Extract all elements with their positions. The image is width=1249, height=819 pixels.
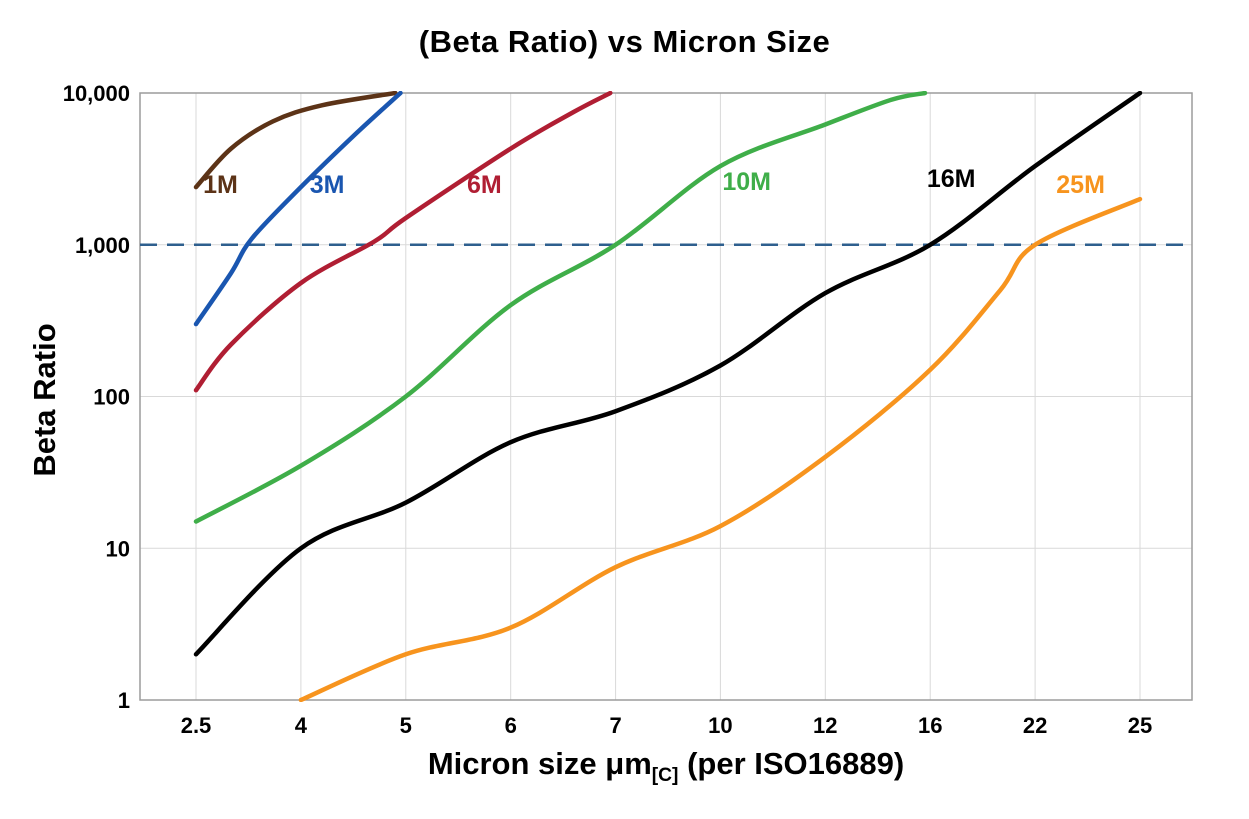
plot-border xyxy=(139,92,1193,701)
chart-title: (Beta Ratio) vs Micron Size xyxy=(418,24,831,59)
x-axis-title-subscript: [C] xyxy=(651,765,679,787)
series-label-6M: 6M xyxy=(467,171,502,199)
series-line-3M xyxy=(193,91,403,327)
x-axis-title: Micron size μm[C] (per ISO16889) xyxy=(83,746,1249,787)
series-label-25M: 25M xyxy=(1056,171,1105,199)
y-tick-label-10: 10 xyxy=(106,536,130,561)
x-axis-title-suffix: (per ISO16889) xyxy=(678,746,905,781)
x-tick-label-22: 22 xyxy=(1023,713,1047,738)
x-tick-label-2.5: 2.5 xyxy=(181,713,212,738)
y-tick-label-1000: 1,000 xyxy=(75,233,130,258)
series-label-10M: 10M xyxy=(722,168,771,196)
x-tick-label-25: 25 xyxy=(1128,713,1152,738)
series-label-16M: 16M xyxy=(927,165,976,193)
x-tick-label-12: 12 xyxy=(813,713,837,738)
y-tick-label-1: 1 xyxy=(118,688,130,713)
x-tick-label-7: 7 xyxy=(609,713,621,738)
x-tick-label-10: 10 xyxy=(708,713,732,738)
y-tick-label-100: 100 xyxy=(93,385,130,410)
series-line-6M xyxy=(193,91,613,393)
series-line-16M xyxy=(193,91,1143,657)
x-tick-label-4: 4 xyxy=(295,713,308,738)
x-tick-label-5: 5 xyxy=(400,713,412,738)
x-tick-label-6: 6 xyxy=(505,713,517,738)
series-line-25M xyxy=(298,196,1143,702)
gridlines xyxy=(140,92,1192,701)
series-label-1M: 1M xyxy=(203,171,238,199)
series-line-10M xyxy=(193,91,928,524)
series-lines xyxy=(193,91,1143,702)
x-axis-title-main: Micron size μm xyxy=(427,746,652,781)
x-tick-label-16: 16 xyxy=(918,713,942,738)
series-line-1M xyxy=(193,91,398,190)
y-tick-label-10000: 10,000 xyxy=(63,81,130,106)
series-label-3M: 3M xyxy=(310,171,345,199)
